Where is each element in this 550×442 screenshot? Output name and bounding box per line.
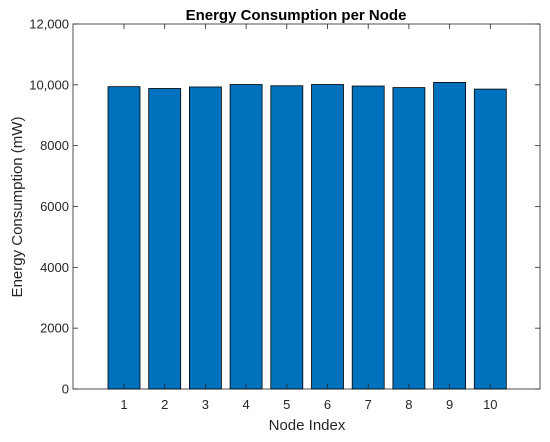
x-tick-label: 2 bbox=[161, 397, 168, 412]
bar-node-10 bbox=[473, 88, 507, 390]
x-axis-label: Node Index bbox=[269, 417, 346, 434]
y-tick-label: 12,000 bbox=[29, 17, 69, 32]
bars bbox=[107, 82, 507, 390]
chart-title: Energy Consumption per Node bbox=[186, 7, 407, 24]
bar-node-1 bbox=[107, 86, 141, 390]
x-tick-label: 10 bbox=[483, 397, 497, 412]
x-tick-label: 5 bbox=[283, 397, 290, 412]
bar-node-6 bbox=[311, 84, 344, 390]
bar-node-8 bbox=[392, 87, 426, 390]
y-tick-label: 6000 bbox=[40, 199, 69, 214]
x-tick-label: 1 bbox=[120, 397, 127, 412]
x-tick-label: 9 bbox=[446, 397, 453, 412]
y-tick-label: 2000 bbox=[40, 321, 69, 336]
y-tick-label: 0 bbox=[62, 382, 69, 397]
bar-node-9 bbox=[433, 82, 467, 390]
y-axis-label: Energy Consumption (mW) bbox=[9, 117, 26, 298]
y-tick-label: 10,000 bbox=[29, 77, 69, 92]
bar-node-7 bbox=[351, 85, 385, 390]
bar-node-5 bbox=[270, 85, 304, 390]
x-tick-label: 3 bbox=[202, 397, 209, 412]
x-tick-label: 8 bbox=[405, 397, 412, 412]
bar-node-4 bbox=[229, 84, 263, 390]
y-tick-label: 8000 bbox=[40, 138, 69, 153]
x-tick-label: 6 bbox=[324, 397, 331, 412]
y-axis-ticks: 0 2000 4000 6000 8000 10,000 12,000 bbox=[29, 17, 540, 397]
x-tick-label: 7 bbox=[365, 397, 372, 412]
y-tick-label: 4000 bbox=[40, 260, 69, 275]
bar-node-3 bbox=[188, 86, 222, 390]
x-tick-label: 4 bbox=[242, 397, 249, 412]
bar-node-2 bbox=[148, 88, 182, 390]
x-axis-ticks: 1 2 3 4 5 6 7 8 9 10 bbox=[120, 24, 498, 412]
